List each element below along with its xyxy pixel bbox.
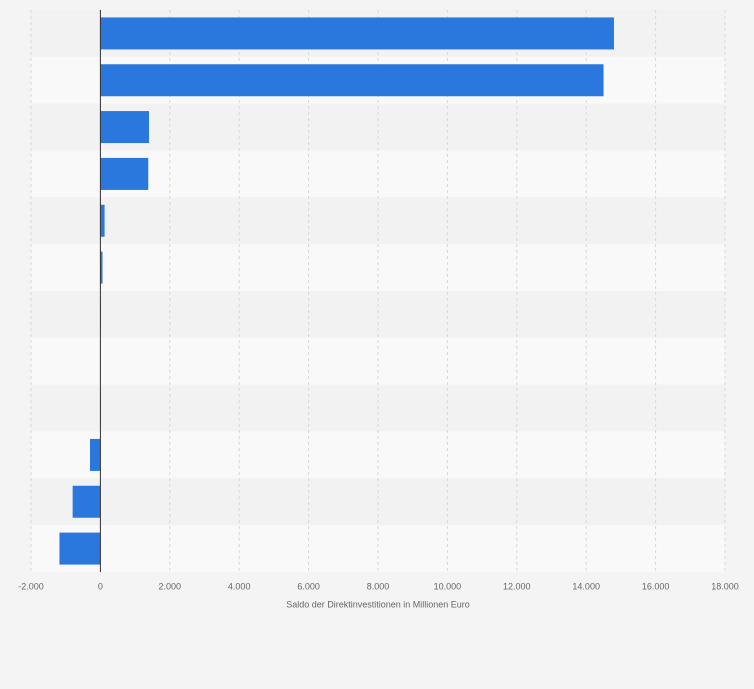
x-tick-label: 16.000 bbox=[642, 581, 670, 591]
x-tick-label: 10.000 bbox=[434, 581, 462, 591]
x-tick-label: 14.000 bbox=[572, 581, 600, 591]
bar bbox=[100, 157, 149, 190]
bar bbox=[100, 111, 149, 144]
bar bbox=[100, 251, 103, 284]
bar bbox=[100, 17, 614, 50]
bar bbox=[72, 485, 101, 518]
x-tick-label: 0 bbox=[98, 581, 103, 591]
x-tick-label: 2.000 bbox=[159, 581, 182, 591]
x-tick-label: 12.000 bbox=[503, 581, 531, 591]
x-tick-label: 18.000 bbox=[711, 581, 739, 591]
x-tick-label: 4.000 bbox=[228, 581, 251, 591]
bar bbox=[100, 64, 604, 97]
bar bbox=[100, 204, 105, 237]
bar bbox=[59, 532, 101, 565]
x-tick-label: -2.000 bbox=[18, 581, 44, 591]
x-tick-label: 8.000 bbox=[367, 581, 390, 591]
x-tick-label: 6.000 bbox=[297, 581, 320, 591]
bar bbox=[89, 438, 101, 471]
x-axis-title: Saldo der Direktinvestitionen in Million… bbox=[286, 599, 470, 609]
